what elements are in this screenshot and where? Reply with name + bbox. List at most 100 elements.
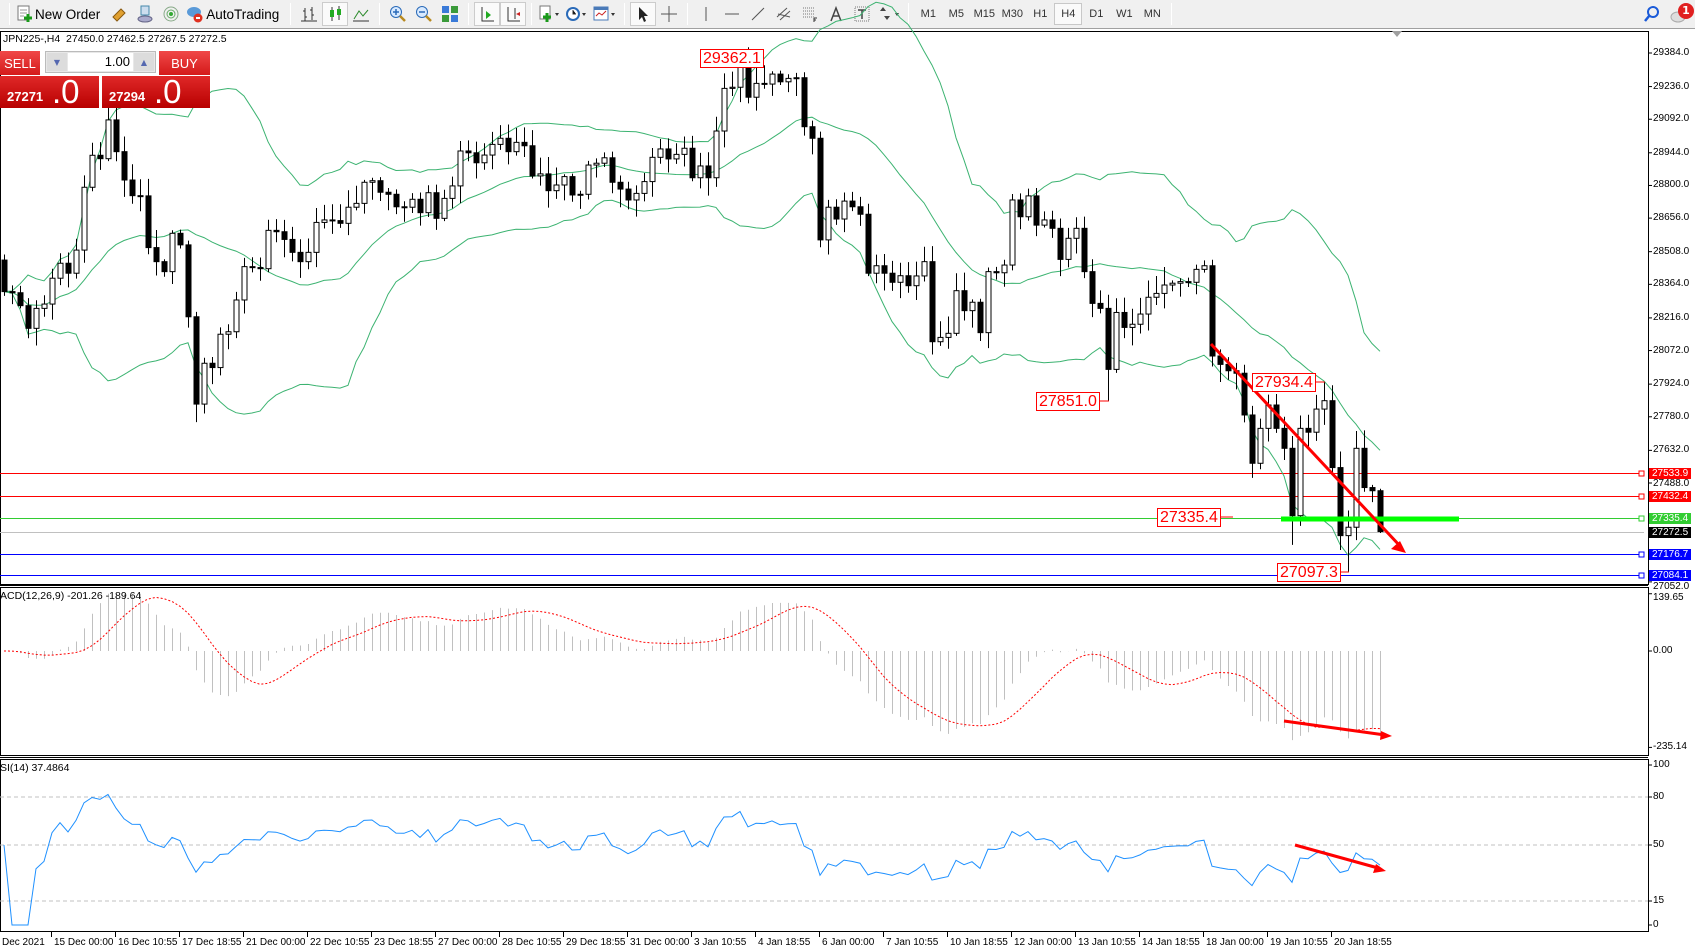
candle-body bbox=[833, 206, 840, 220]
fibonacci-button[interactable] bbox=[797, 2, 823, 26]
timeframe-m15[interactable]: M15 bbox=[973, 8, 996, 20]
candle-body bbox=[449, 185, 456, 199]
candle-body bbox=[353, 202, 360, 208]
candle-body bbox=[593, 162, 600, 166]
timeframe-m1[interactable]: M1 bbox=[920, 8, 936, 20]
timeframe-m30[interactable]: M30 bbox=[1001, 8, 1024, 20]
candlestick-chart-button[interactable] bbox=[322, 2, 349, 26]
lot-size-input[interactable]: 1.00 bbox=[68, 53, 133, 71]
templates-button[interactable] bbox=[591, 2, 619, 26]
timeframe-group: M1 M5 M15 M30 H1 H4 D1 W1 MN bbox=[914, 3, 1166, 25]
buy-price-frac: .0 bbox=[154, 73, 182, 110]
text-button[interactable] bbox=[823, 2, 849, 26]
timeframe-mn[interactable]: MN bbox=[1143, 8, 1161, 20]
timeframe-m5[interactable]: M5 bbox=[948, 8, 964, 20]
periods-button[interactable] bbox=[563, 2, 591, 26]
trendline-button[interactable] bbox=[745, 2, 771, 26]
search-icon bbox=[1643, 5, 1661, 23]
search-button[interactable] bbox=[1639, 2, 1665, 26]
indicators-button[interactable] bbox=[537, 2, 563, 26]
candle-body bbox=[1001, 264, 1008, 274]
crosshair-button[interactable] bbox=[656, 2, 682, 26]
timeframe-h4[interactable]: H4 bbox=[1054, 3, 1083, 25]
lot-decrease-button[interactable]: ▼ bbox=[47, 53, 67, 71]
time-axis-label: 3 Jan 10:55 bbox=[694, 937, 747, 948]
candle-body bbox=[665, 148, 672, 160]
market-watch-button[interactable] bbox=[106, 2, 132, 26]
chart-shift-button[interactable] bbox=[500, 2, 527, 26]
sell-button[interactable]: SELL bbox=[0, 51, 40, 75]
zoom-out-button[interactable] bbox=[411, 2, 437, 26]
line-chart-button[interactable] bbox=[348, 2, 374, 26]
candle-body bbox=[105, 119, 112, 160]
line-handle bbox=[1638, 470, 1645, 477]
timeframe-h1[interactable]: H1 bbox=[1033, 8, 1048, 20]
auto-scroll-button[interactable] bbox=[474, 2, 501, 26]
buy-price-button[interactable]: 27294 .0 bbox=[102, 73, 210, 110]
candle-body bbox=[265, 229, 272, 270]
price-annotation: 29362.1 bbox=[700, 49, 764, 68]
line-handle bbox=[1638, 551, 1645, 558]
new-order-button[interactable]: New Order bbox=[15, 2, 106, 26]
candle-body bbox=[385, 191, 392, 195]
macd-histogram bbox=[12, 593, 1381, 741]
price-annotation: 27097.3 bbox=[1277, 563, 1341, 582]
tile-windows-button[interactable] bbox=[437, 2, 463, 26]
toolbar-separator bbox=[624, 3, 626, 25]
signals-button[interactable] bbox=[158, 2, 184, 26]
notifications-button[interactable]: 1 bbox=[1665, 2, 1695, 26]
timeframe-d1[interactable]: D1 bbox=[1089, 8, 1104, 20]
fibonacci-icon bbox=[801, 5, 819, 23]
candle-body bbox=[1169, 282, 1176, 286]
buy-label: BUY bbox=[171, 55, 198, 71]
lot-increase-button[interactable]: ▲ bbox=[134, 53, 154, 71]
candle-body bbox=[321, 219, 328, 223]
candle-body bbox=[841, 200, 848, 220]
price-tick-label: 28364.0 bbox=[1653, 278, 1690, 290]
candle-body bbox=[273, 229, 280, 233]
bar-chart-button[interactable] bbox=[296, 2, 322, 26]
candle-body bbox=[609, 157, 616, 183]
candle-body bbox=[1321, 400, 1328, 410]
price-tick-label: 27488.0 bbox=[1653, 478, 1690, 489]
main-chart-frame bbox=[0, 31, 1649, 585]
sell-price-frac: .0 bbox=[52, 73, 80, 110]
candle-body bbox=[425, 192, 432, 214]
candle-body bbox=[1185, 281, 1192, 284]
candle-body bbox=[305, 251, 312, 263]
candle-body bbox=[945, 332, 952, 338]
autotrading-button[interactable]: AutoTrading bbox=[184, 2, 285, 26]
candle-body bbox=[633, 192, 640, 201]
channel-button[interactable] bbox=[771, 2, 797, 26]
time-axis-label: 21 Dec 00:00 bbox=[246, 937, 306, 948]
zoom-in-icon bbox=[389, 5, 407, 23]
sell-label: SELL bbox=[4, 55, 36, 71]
sell-price-button[interactable]: 27271 .0 bbox=[0, 73, 99, 110]
candle-body bbox=[977, 301, 984, 334]
vertical-line-button[interactable] bbox=[693, 2, 719, 26]
timeframe-w1[interactable]: W1 bbox=[1116, 8, 1133, 20]
candle-body bbox=[697, 165, 704, 179]
lot-size-stepper[interactable]: ▼ 1.00 ▲ bbox=[45, 51, 156, 73]
zoom-in-button[interactable] bbox=[385, 2, 411, 26]
candle-body bbox=[233, 299, 240, 333]
horizontal-line-button[interactable] bbox=[719, 2, 745, 26]
arrow-head-icon bbox=[1391, 541, 1406, 553]
candle-body bbox=[969, 301, 976, 312]
candle-body bbox=[705, 165, 712, 179]
data-window-button[interactable] bbox=[132, 2, 158, 26]
candle-body bbox=[145, 195, 152, 249]
buy-button[interactable]: BUY bbox=[159, 51, 210, 75]
time-axis-label: 16 Dec 10:55 bbox=[118, 937, 178, 948]
candle-body bbox=[1257, 427, 1264, 464]
candle-body bbox=[1097, 302, 1104, 309]
rsi-label: SI(14) 37.4864 bbox=[0, 762, 70, 774]
price-line-label: 27432.4 bbox=[1649, 491, 1691, 502]
line-chart-icon bbox=[352, 5, 370, 23]
candle-body bbox=[89, 154, 96, 188]
candle-body bbox=[729, 86, 736, 89]
cursor-button[interactable] bbox=[630, 2, 657, 26]
candle-body bbox=[137, 195, 144, 198]
price-annotation: 27851.0 bbox=[1036, 392, 1100, 411]
